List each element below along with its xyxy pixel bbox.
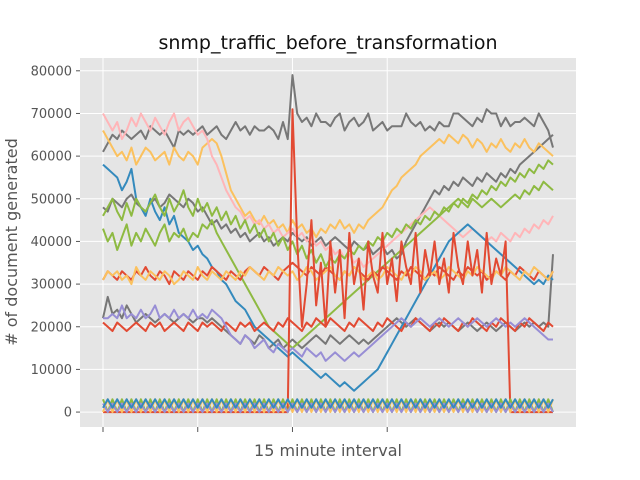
y-tick-label: 70000: [31, 107, 72, 122]
series-line-4: [102, 130, 554, 239]
chart-title: snmp_traffic_before_transformation: [158, 32, 497, 54]
y-tick-label: 20000: [31, 320, 72, 335]
series-line-12: [102, 159, 554, 269]
y-axis-title: # of document generated: [2, 138, 21, 345]
y-tick-label: 0: [64, 406, 72, 421]
x-axis: [102, 427, 388, 432]
y-tick-label: 50000: [31, 192, 72, 207]
y-tick-label: 40000: [31, 235, 72, 250]
series-line-1: [102, 74, 554, 153]
x-axis-title: 15 minute interval: [254, 441, 402, 460]
y-axis: 0 10000 20000 30000 40000 50000 60000 70000 8000…: [31, 64, 80, 421]
series-line-10: [102, 317, 554, 333]
series-line-17: [102, 398, 554, 409]
y-tick-label: 10000: [31, 363, 72, 378]
series-group: [102, 74, 554, 414]
series-line-11: [103, 304, 553, 362]
y-tick-label: 60000: [31, 150, 72, 165]
series-line-3: [102, 254, 554, 350]
series-line-7: [102, 180, 554, 350]
y-tick-label: 30000: [31, 278, 72, 293]
series-line-6: [102, 163, 554, 392]
y-tick-label: 80000: [31, 64, 72, 79]
